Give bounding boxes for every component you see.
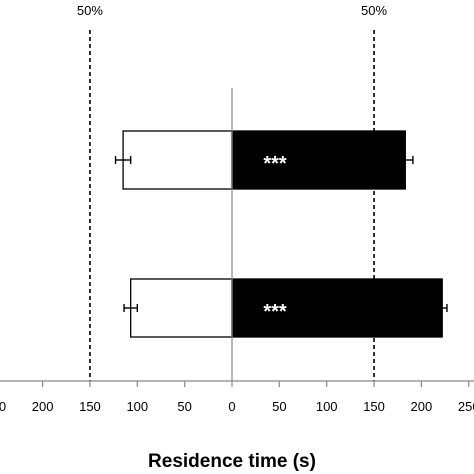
significance-label-0: ***	[263, 153, 287, 175]
error-bar-series0-row1	[123, 304, 139, 312]
bar-series1-row0	[231, 130, 406, 190]
reference-label-1: 50%	[361, 3, 387, 18]
x-tick-label-6: 50	[272, 399, 286, 414]
error-bar-series1-row0	[397, 156, 414, 164]
x-tick-label-3: 100	[126, 399, 148, 414]
x-tick-label-7: 100	[316, 399, 338, 414]
error-bar-series1-row1	[436, 304, 448, 312]
x-tick-label-1: 200	[32, 399, 54, 414]
x-tick-label-4: 50	[177, 399, 191, 414]
x-tick-label-8: 150	[363, 399, 385, 414]
significance-label-1: ***	[263, 301, 287, 323]
x-tick-label-0: 250	[0, 399, 6, 414]
axes: 250 200 150 100 50 0 50 100 150 200 250	[0, 88, 474, 414]
x-tick-label-2: 150	[79, 399, 101, 414]
bar-series0-row0	[122, 130, 233, 190]
bars: *** ***	[114, 130, 448, 338]
reference-lines: 50% 50%	[77, 3, 387, 381]
reference-label-0: 50%	[77, 3, 103, 18]
error-bar-series0-row0	[114, 156, 132, 164]
x-tick-label-9: 200	[411, 399, 433, 414]
x-tick-label-5: 0	[228, 399, 235, 414]
x-tick-label-10: 250	[458, 399, 474, 414]
bar-series1-row1	[231, 278, 443, 338]
bar-series0-row1	[130, 278, 233, 338]
x-axis-title: Residence time (s)	[148, 451, 316, 472]
